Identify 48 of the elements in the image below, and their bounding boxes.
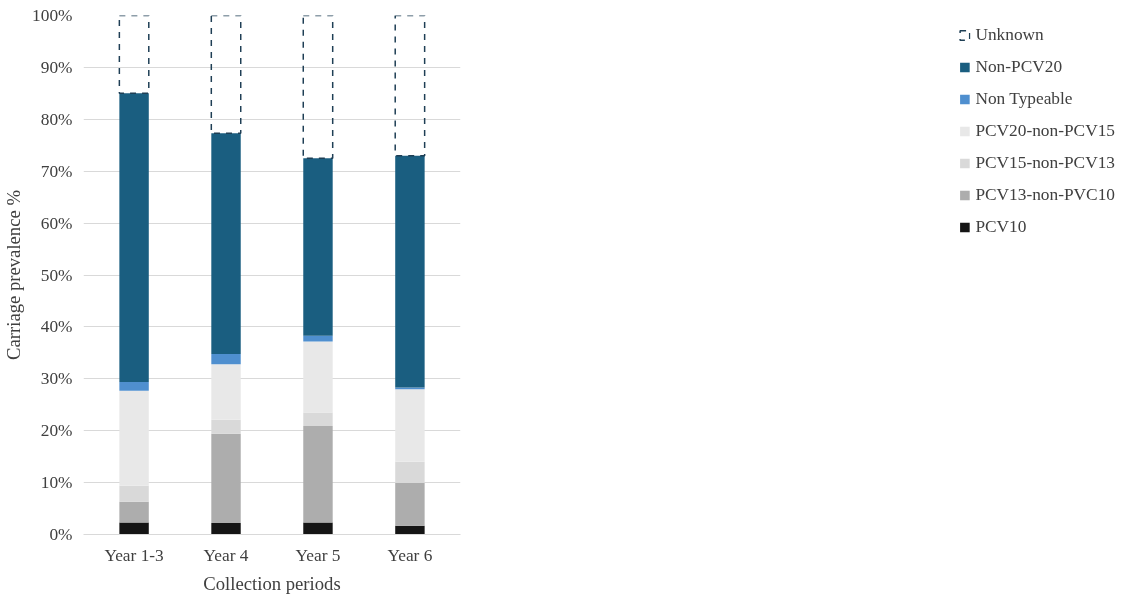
x-tick-label: Year 4 <box>203 545 249 565</box>
y-axis-title: Carriage prevalence % <box>3 190 25 360</box>
bar <box>302 15 334 159</box>
x-tick-label: Year 5 <box>295 545 341 565</box>
bar <box>119 485 149 502</box>
bar <box>211 523 241 535</box>
bar <box>119 522 149 535</box>
y-tick-label: 90% <box>40 57 73 77</box>
y-tick-label: 20% <box>40 421 73 441</box>
y-tick-label: 100% <box>32 6 73 25</box>
legend-label: PCV10 <box>975 217 1027 237</box>
bar <box>119 390 149 486</box>
bar <box>303 158 333 336</box>
bar <box>395 483 425 526</box>
bar <box>119 381 149 391</box>
bar <box>394 15 426 157</box>
legend-label: PCV13-non-PVC10 <box>975 185 1115 205</box>
bar <box>303 522 333 535</box>
x-tick-label: Year 1-3 <box>104 545 164 565</box>
y-tick-label: 50% <box>40 265 73 285</box>
legend-label: PCV20-non-PCV15 <box>975 121 1115 141</box>
x-tick-label: Year 6 <box>387 545 433 565</box>
bar <box>211 133 241 354</box>
legend-label: Non-PCV20 <box>975 57 1063 77</box>
bar <box>119 501 149 523</box>
y-tick-label: 40% <box>40 317 73 337</box>
bar <box>211 419 241 434</box>
y-tick-label: 70% <box>40 161 73 181</box>
y-tick-label: 30% <box>40 369 73 389</box>
bar <box>119 93 149 382</box>
legend-label: Unknown <box>975 25 1044 45</box>
y-tick-label: 80% <box>40 109 73 129</box>
legend-label: PCV15-non-PCV13 <box>975 153 1115 173</box>
bar <box>211 364 241 420</box>
y-tick-label: 10% <box>40 473 73 493</box>
bar <box>395 389 425 462</box>
bar <box>395 155 425 388</box>
legend-label: Non Typeable <box>975 89 1073 109</box>
bar <box>303 341 333 413</box>
bar <box>303 426 333 523</box>
y-tick-label: 60% <box>40 213 73 233</box>
bar <box>211 353 241 365</box>
bar <box>395 525 425 535</box>
bar <box>211 433 241 524</box>
y-tick-label: 0% <box>49 525 73 544</box>
x-axis-title: Collection periods <box>203 572 341 594</box>
bar <box>303 412 333 427</box>
bar <box>210 15 242 135</box>
